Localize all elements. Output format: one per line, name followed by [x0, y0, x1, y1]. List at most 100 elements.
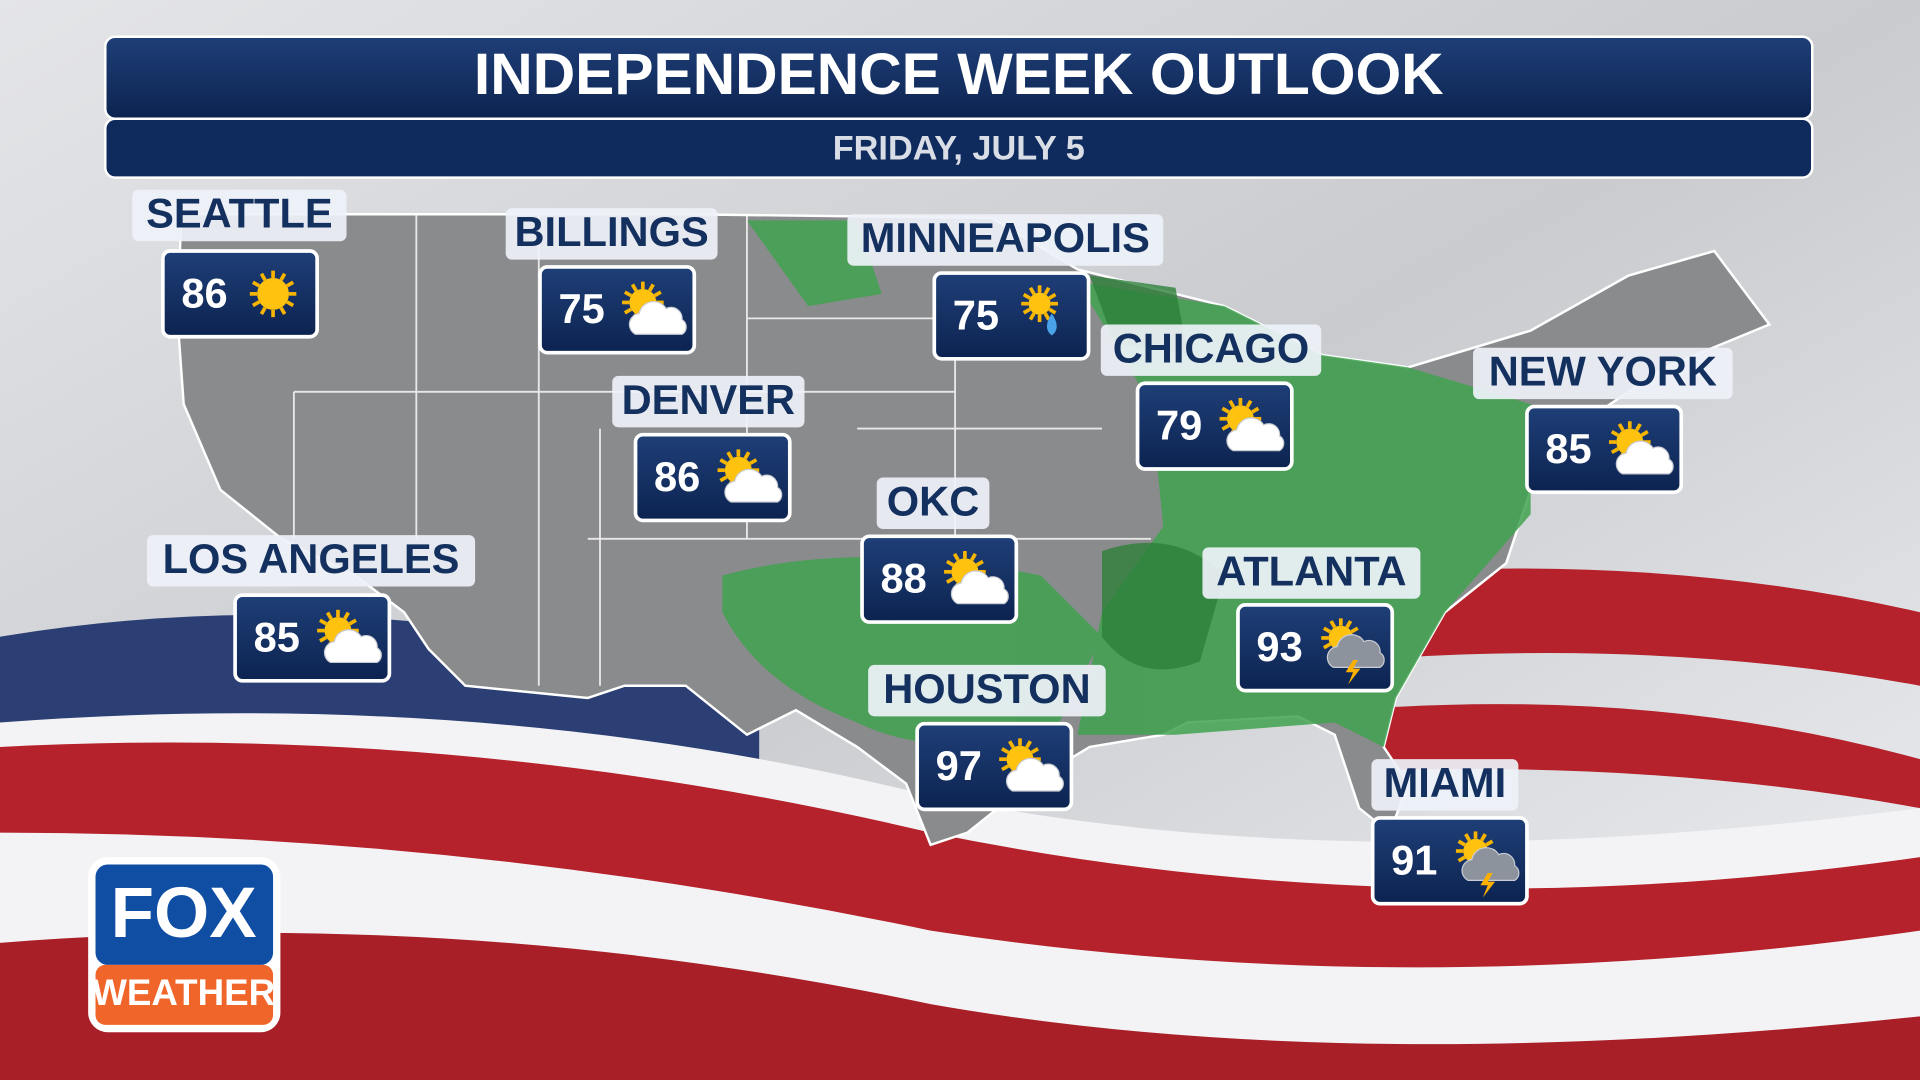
sun-ray [1028, 312, 1036, 321]
city-name-bg [847, 214, 1164, 266]
sun-ray [945, 559, 955, 567]
city-name: NEW YORK [1489, 348, 1717, 395]
sun-ray [952, 552, 960, 562]
sun-ray [623, 307, 633, 315]
sun-ray [1228, 399, 1236, 409]
cloud [1615, 440, 1674, 475]
temperature: 85 [1545, 425, 1591, 472]
sun-ray [1001, 747, 1010, 755]
city: NEW YORK 85 [1473, 347, 1733, 495]
sun-ray [719, 458, 728, 466]
sun-ray [1457, 839, 1466, 847]
sun-ray [285, 300, 295, 308]
lightning [1480, 873, 1496, 898]
sun-ray [1322, 642, 1332, 650]
subtitle: FRIDAY, JULY 5 [833, 130, 1085, 168]
title-bar: INDEPENDENCE WEEK OUTLOOK FRIDAY, JULY 5 [104, 35, 1814, 179]
sun-ray [970, 552, 977, 562]
sun-ray [1048, 307, 1057, 315]
sun-ray [648, 283, 655, 292]
city-name-bg [1473, 347, 1733, 400]
sun-ray [259, 272, 267, 282]
sun-ray [1022, 292, 1031, 300]
sun-ray [945, 576, 955, 584]
city: CHICAGO 79 [1100, 324, 1322, 471]
city-name: DENVER [622, 376, 795, 423]
temp-box [932, 271, 1091, 361]
temperature: 85 [254, 613, 300, 660]
sun-ray [325, 611, 333, 620]
city: ATLANTA 93 [1202, 547, 1421, 693]
sun-ray [1245, 399, 1253, 409]
city: MIAMI 91 [1370, 759, 1529, 906]
city-name-bg [868, 664, 1106, 717]
city-name-bg [132, 189, 347, 242]
lightning [1345, 660, 1361, 685]
city-name: MIAMI [1384, 759, 1507, 806]
sun-ray [1485, 839, 1494, 847]
city-name: CHICAGO [1113, 324, 1310, 371]
sun-ray [1610, 447, 1620, 455]
sun-ray [975, 559, 984, 567]
logo-label: WEATHER [92, 972, 275, 1013]
sun-ray [1350, 626, 1359, 634]
sun-ray [749, 458, 758, 466]
sun-ray [719, 475, 728, 483]
cloud [724, 468, 783, 503]
sun-ray [1028, 286, 1036, 296]
temperature: 86 [654, 453, 700, 500]
city-name-bg [505, 208, 718, 260]
sun-ray [1640, 430, 1649, 437]
sun-ray [1048, 292, 1057, 300]
sun-ray [1617, 423, 1625, 432]
sun-ray [726, 451, 734, 460]
city-name: HOUSTON [883, 665, 1090, 712]
sun-ray [1322, 626, 1332, 634]
sun-ray [1043, 286, 1051, 296]
city: LOS ANGELES 85 [146, 535, 476, 683]
sun-ray [1008, 740, 1015, 749]
temperature: 79 [1156, 402, 1202, 449]
city-name-bg [612, 375, 805, 428]
sun-ray [279, 306, 287, 315]
city: HOUSTON 97 [868, 664, 1106, 812]
cloud [950, 570, 1009, 605]
sun-ray [259, 306, 267, 315]
sun-ray [1251, 406, 1260, 414]
sun-ray [1030, 747, 1039, 755]
city-name: OKC [887, 477, 980, 524]
sun [257, 277, 289, 310]
cloud [628, 300, 687, 335]
sun-ray [279, 272, 287, 282]
cloud [1226, 417, 1285, 452]
sun-ray [653, 290, 662, 298]
city-name-bg [146, 535, 476, 587]
sun-ray [319, 618, 328, 626]
sun-ray [1043, 312, 1051, 321]
sun-ray [1610, 430, 1620, 437]
sun-ray [348, 618, 357, 626]
temperature: 86 [181, 269, 227, 316]
city-name-bg [1100, 324, 1322, 376]
sun-ray [1480, 833, 1487, 842]
sun-ray [623, 290, 633, 298]
sun-ray [251, 300, 261, 308]
temperature: 75 [558, 285, 604, 332]
sun [1028, 292, 1051, 315]
temperature: 91 [1391, 836, 1437, 883]
logo: FOX WEATHER [88, 857, 281, 1033]
title: INDEPENDENCE WEEK OUTLOOK [474, 42, 1444, 107]
city-name-bg [1202, 547, 1421, 599]
city-name: BILLINGS [515, 208, 709, 255]
sun-ray [1457, 855, 1466, 863]
cloud [1461, 847, 1520, 882]
city: MINNEAPOLIS 75 [847, 214, 1164, 361]
city-name: LOS ANGELES [163, 535, 460, 582]
sun-ray [1022, 307, 1031, 315]
sun-ray [1221, 423, 1230, 431]
city-labels: SEATTLE 86 BILLINGS 75 MINNEAPOLIS 75 DENVER 86… [132, 189, 1733, 906]
city-name: MINNEAPOLIS [861, 214, 1150, 261]
sun-ray [319, 635, 328, 643]
temperature: 93 [1256, 623, 1302, 670]
